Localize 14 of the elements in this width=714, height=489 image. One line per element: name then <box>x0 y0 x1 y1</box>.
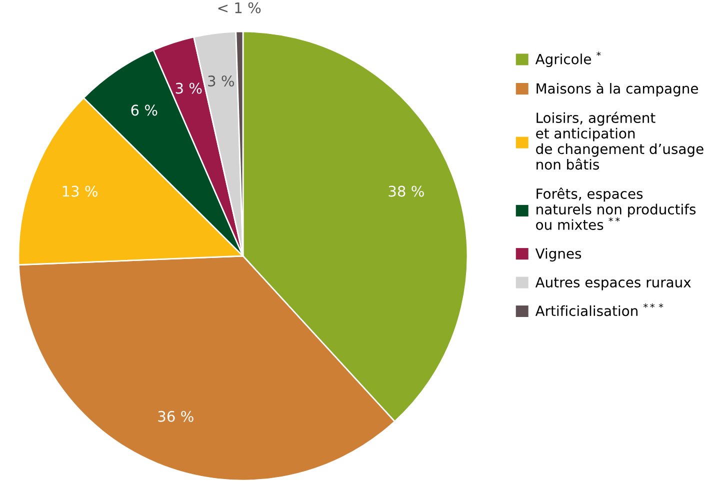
data-label: < 1 % <box>218 2 261 14</box>
legend-label: Autres espaces ruraux <box>535 277 691 290</box>
legend-label: Maisons à la campagne <box>536 82 698 96</box>
data-label: 3 % <box>176 82 202 94</box>
legend-label: Forêts, espaces naturels non productifs ou mixtes $^{**}$ <box>536 188 696 230</box>
data-label: 38 % <box>388 186 424 197</box>
data-label: 36 % <box>158 410 194 422</box>
data-label: 6 % <box>131 104 158 116</box>
legend-label: Vignes <box>535 248 582 262</box>
data-label: 13 % <box>62 186 98 197</box>
legend-label: Agricole $^{*}$ <box>535 52 601 68</box>
legend-label: Artificialisation $^{***}$ <box>535 303 664 316</box>
legend-label: Loisirs, agrément et anticipation de changement d’usage non bâtis <box>536 112 704 170</box>
data-label: 3 % <box>208 75 234 87</box>
